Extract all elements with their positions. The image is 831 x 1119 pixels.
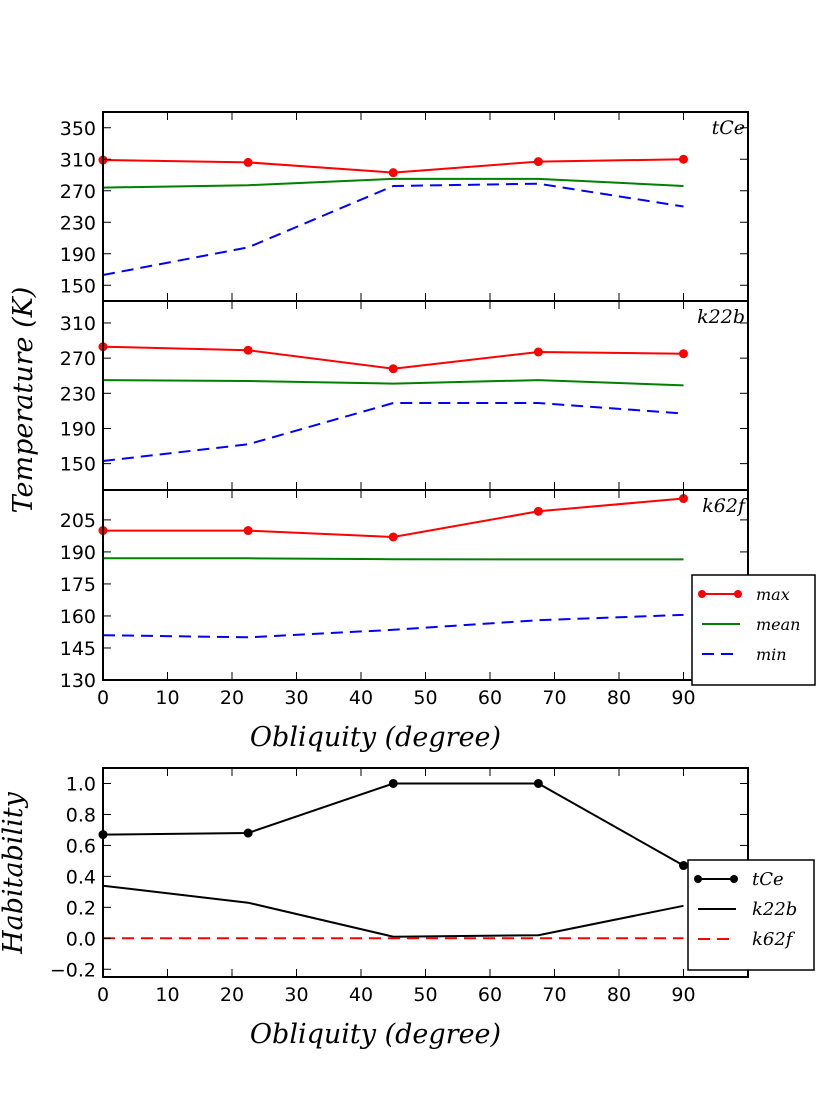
data-point-max xyxy=(243,345,253,355)
x-tick-label: 30 xyxy=(284,984,308,1006)
x-tick-label: 0 xyxy=(97,687,109,709)
x-tick-label: 20 xyxy=(220,687,244,709)
data-point-max xyxy=(388,168,398,178)
x-tick-label: 70 xyxy=(542,984,566,1006)
y-tick-label: 205 xyxy=(60,510,96,532)
y-tick-label: 190 xyxy=(60,418,96,440)
x-tick-label: 10 xyxy=(155,687,179,709)
data-point-max xyxy=(388,532,398,542)
data-point-tCe xyxy=(388,778,398,788)
data-point-max xyxy=(679,154,688,164)
series-line-k22b xyxy=(102,884,684,938)
x-tick-label: 80 xyxy=(607,687,631,709)
data-point-tCe xyxy=(533,778,543,788)
data-point-tCe xyxy=(243,828,253,838)
series-line-mean xyxy=(103,557,684,561)
x-tick-label: 70 xyxy=(542,687,566,709)
legend-label-tCe: tCe xyxy=(752,869,784,890)
y-tick-label: 270 xyxy=(60,348,96,370)
data-point-max xyxy=(533,347,543,357)
x-tick-label: 60 xyxy=(478,687,502,709)
plot-frame xyxy=(102,767,749,978)
panel-tCe: 150 190 230 270 310 350 tCe xyxy=(60,111,749,302)
data-point-tCe xyxy=(679,861,688,871)
y-tick-label: 0.2 xyxy=(66,897,96,919)
x-tick-label: 50 xyxy=(413,984,437,1006)
y-tick-label: 150 xyxy=(60,454,96,476)
x-tick-label: 0 xyxy=(97,984,109,1006)
y-tick-label: 130 xyxy=(60,670,96,692)
data-point-max xyxy=(243,157,253,167)
legend-label-min: min xyxy=(756,645,787,664)
y-tick-label: 270 xyxy=(60,181,96,203)
panel-habitability: −0.2 0.0 0.2 0.4 0.6 0.8 1.0 0 10 20 30 40 50 60 70 80 9… xyxy=(50,767,815,1050)
panel-k22b: 150 190 230 270 310 k22b xyxy=(60,300,749,491)
legend-label-max: max xyxy=(756,585,790,604)
y-tick-label: 0.0 xyxy=(66,928,96,950)
x-tick-label: 90 xyxy=(671,687,695,709)
series-line-tCe xyxy=(102,782,684,867)
legend: tCe k22b k62f xyxy=(687,859,815,971)
legend-marker-tCe xyxy=(730,875,738,883)
plot-frame xyxy=(102,300,749,491)
x-tick-label: 90 xyxy=(671,984,695,1006)
y-tick-label: 350 xyxy=(60,118,96,140)
series-line-min xyxy=(102,613,684,639)
panel-title: k22b xyxy=(697,306,745,328)
data-point-max xyxy=(533,157,543,167)
series-line-min xyxy=(102,182,684,276)
y-tick-label: 190 xyxy=(60,244,96,266)
y-tick-label: −0.2 xyxy=(50,959,96,981)
x-tick-label: 30 xyxy=(284,687,308,709)
y-tick-label: 0.4 xyxy=(66,866,96,888)
panel-title: tCe xyxy=(712,117,745,139)
y-tick-label: 1.0 xyxy=(66,773,96,795)
x-tick-label: 80 xyxy=(607,984,631,1006)
legend-label-k62f: k62f xyxy=(752,929,796,950)
series-line-mean xyxy=(102,379,684,387)
plot-frame xyxy=(102,489,749,681)
x-tick-label: 10 xyxy=(155,984,179,1006)
legend-marker-max xyxy=(698,590,706,598)
data-point-max xyxy=(533,506,543,516)
habitability-axis-label: Habitability xyxy=(0,791,29,955)
series-line-max xyxy=(103,497,684,539)
legend: max mean min xyxy=(691,574,816,686)
y-tick-label: 175 xyxy=(60,574,96,596)
x-tick-label: 60 xyxy=(478,984,502,1006)
panel-k62f: 130 145 160 175 190 205 0 10 20 30 40 50 60 70 80 90 k62… xyxy=(60,489,816,753)
y-tick-label: 160 xyxy=(60,606,96,628)
x-tick-label: 40 xyxy=(349,984,373,1006)
panel-title: k62f xyxy=(702,495,748,517)
legend-label-k22b: k22b xyxy=(752,899,797,920)
temperature-axis-label: Temperature (K) xyxy=(8,287,39,514)
legend-marker-tCe xyxy=(694,875,702,883)
data-point-max xyxy=(388,364,398,374)
legend-label-mean: mean xyxy=(756,615,800,634)
y-tick-label: 190 xyxy=(60,542,96,564)
x-axis-label: Obliquity (degree) xyxy=(250,722,501,753)
y-tick-label: 145 xyxy=(60,638,96,660)
x-tick-label: 50 xyxy=(413,687,437,709)
y-tick-label: 0.8 xyxy=(66,804,96,826)
y-tick-label: 0.6 xyxy=(66,835,96,857)
series-line-mean xyxy=(102,177,684,189)
legend-marker-max xyxy=(734,590,742,598)
plot-frame xyxy=(102,111,749,302)
y-tick-label: 310 xyxy=(60,313,96,335)
y-tick-label: 230 xyxy=(60,212,96,234)
y-tick-label: 150 xyxy=(60,275,96,297)
y-tick-label: 310 xyxy=(60,149,96,171)
y-tick-label: 230 xyxy=(60,383,96,405)
data-point-max xyxy=(243,526,253,536)
x-tick-label: 20 xyxy=(220,984,244,1006)
x-axis-label: Obliquity (degree) xyxy=(250,1019,501,1050)
series-line-min xyxy=(102,402,684,462)
data-point-max xyxy=(679,349,688,359)
x-tick-label: 40 xyxy=(349,687,373,709)
